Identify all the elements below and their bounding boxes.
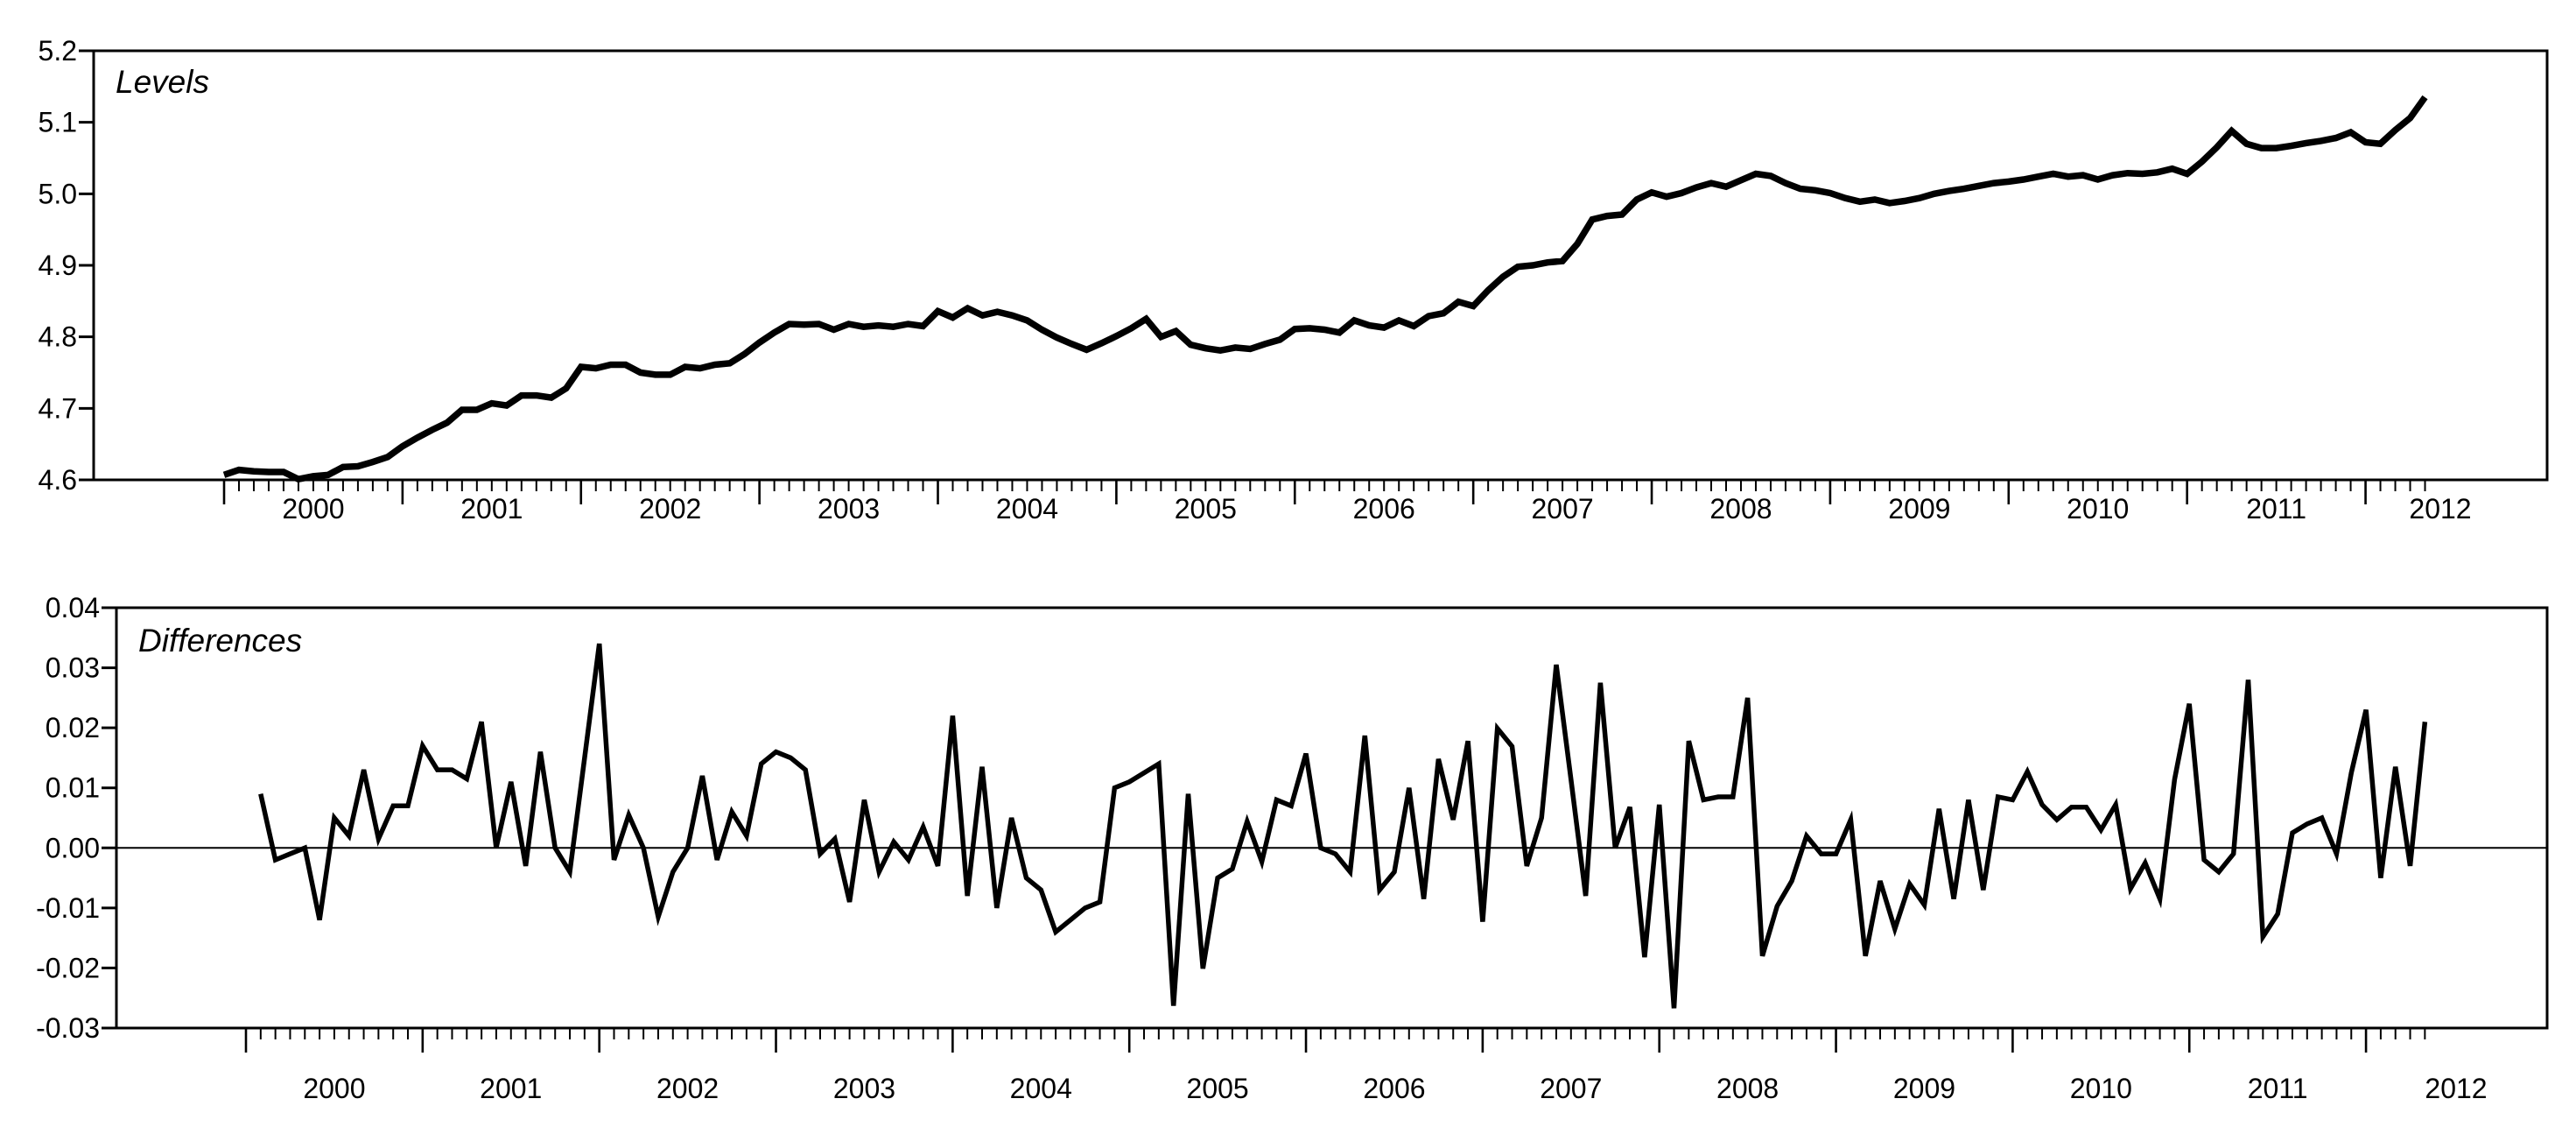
differences-y-tick-label: -0.02 — [36, 952, 100, 983]
levels-x-year-label: 2004 — [996, 493, 1058, 525]
levels-x-year-label: 2000 — [282, 493, 344, 525]
differences-y-tick-label: 0.04 — [46, 592, 100, 623]
differences-x-year-label: 2005 — [1187, 1073, 1249, 1104]
differences-x-year-label: 2012 — [2425, 1073, 2487, 1104]
differences-x-year-label: 2001 — [480, 1073, 542, 1104]
levels-x-year-label: 2002 — [639, 493, 701, 525]
levels-y-tick-label: 5.1 — [39, 107, 77, 138]
differences-panel-title: Differences — [138, 623, 302, 659]
differences-x-year-label: 2007 — [1540, 1073, 1602, 1104]
differences-y-tick-label: 0.01 — [46, 772, 100, 804]
differences-x-year-label: 2006 — [1363, 1073, 1425, 1104]
levels-x-year-label: 2001 — [460, 493, 523, 525]
levels-x-year-label: 2003 — [818, 493, 880, 525]
levels-y-tick-label: 4.6 — [39, 464, 77, 496]
levels-plot-frame — [92, 49, 2549, 482]
levels-x-year-label: 2006 — [1353, 493, 1415, 525]
levels-x-year-label: 2012 — [2409, 493, 2471, 525]
differences-series-line — [258, 643, 2428, 1009]
differences-x-year-label: 2002 — [656, 1073, 719, 1104]
differences-y-tick-label: 0.03 — [46, 652, 100, 684]
levels-panel-title: Levels — [116, 64, 209, 100]
differences-y-tick-label: 0.00 — [46, 832, 100, 863]
differences-x-year-label: 2011 — [2248, 1073, 2308, 1104]
differences-x-year-label: 2003 — [833, 1073, 895, 1104]
differences-x-year-label: 2008 — [1716, 1073, 1779, 1104]
differences-y-tick-label: -0.01 — [36, 892, 100, 924]
levels-y-tick-label: 4.7 — [39, 392, 77, 424]
levels-x-year-label: 2011 — [2246, 493, 2306, 525]
levels-y-tick-label: 5.0 — [39, 178, 77, 209]
differences-x-year-label: 2009 — [1893, 1073, 1955, 1104]
levels-x-year-label: 2008 — [1709, 493, 1772, 525]
levels-x-year-label: 2007 — [1532, 493, 1594, 525]
levels-y-tick-label: 5.2 — [39, 35, 77, 67]
levels-x-year-label: 2009 — [1888, 493, 1950, 525]
levels-series-line — [222, 95, 2428, 483]
levels-panel: Levels 5.2 5.1 5.0 4.9 4.8 4.7 4.6 2000 2001 2002… — [39, 35, 2549, 525]
differences-panel: Differences 0.04 0.03 0.02 0.01 0.00 -0.01 -0.… — [36, 592, 2549, 1104]
differences-x-year-label: 2010 — [2070, 1073, 2132, 1104]
differences-y-tick-label: 0.02 — [46, 712, 100, 743]
levels-y-tick-label: 4.8 — [39, 321, 77, 353]
differences-x-year-label: 2000 — [303, 1073, 365, 1104]
differences-plot-frame — [115, 606, 2549, 1030]
differences-y-tick-label: -0.03 — [36, 1012, 100, 1044]
differences-x-year-label: 2004 — [1010, 1073, 1072, 1104]
levels-x-year-label: 2010 — [2067, 493, 2129, 525]
levels-x-year-label: 2005 — [1175, 493, 1237, 525]
levels-y-tick-label: 4.9 — [39, 250, 77, 281]
